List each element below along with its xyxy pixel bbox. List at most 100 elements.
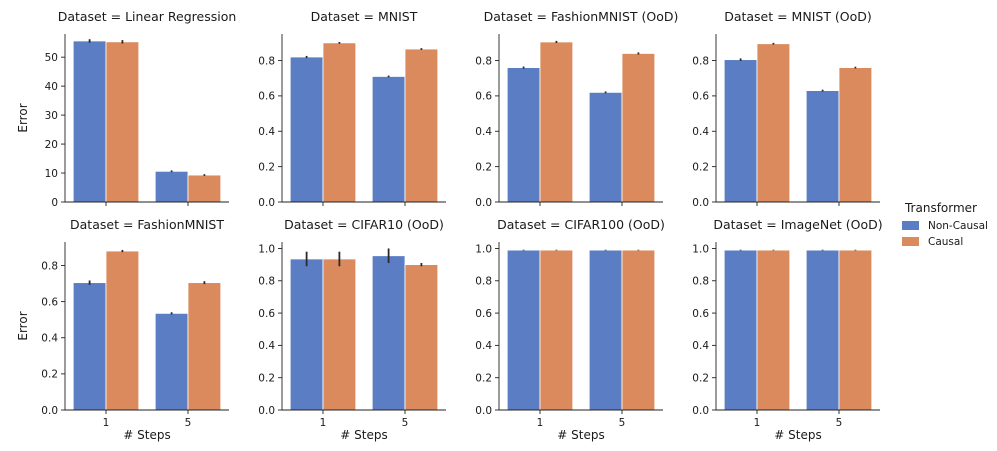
y-tick-label: 1.0 — [258, 243, 275, 255]
y-tick-label: 0.2 — [475, 161, 492, 173]
y-tick-label: 0.0 — [41, 405, 58, 417]
panel-5: Dataset = FashionMNIST 0.0 0.2 0.4 0.6 0.8 1 5 #… — [16, 217, 229, 442]
y-axis-label: Error — [16, 103, 30, 132]
chart-panels: Dataset = Linear Regression 0 10 20 30 40 50 Er… — [16, 9, 883, 442]
bar-causal-step-1 — [322, 42, 357, 203]
y-tick-label: 0.6 — [475, 308, 492, 320]
panel-title: Dataset = FashionMNIST (OoD) — [484, 9, 679, 24]
bar-causal-step-5 — [187, 174, 222, 203]
bar-non-causal-step-5 — [805, 249, 840, 411]
y-tick-label: 50 — [45, 52, 58, 64]
bar-non-causal-step-1 — [723, 249, 758, 411]
y-tick-label: 0.2 — [41, 369, 58, 381]
panel-4: Dataset = MNIST (OoD) 0.0 0.2 0.4 0.6 0.8 — [692, 9, 880, 209]
y-tick-label: 40 — [45, 81, 58, 93]
y-tick-label: 0.4 — [258, 340, 275, 352]
bar-non-causal-step-1 — [72, 40, 107, 203]
bar-causal-step-1 — [322, 258, 357, 411]
bar-causal-step-1 — [105, 250, 140, 411]
bar-causal-step-1 — [756, 249, 791, 411]
y-tick-label: 0.6 — [258, 91, 275, 103]
y-tick-label: 0.6 — [692, 308, 709, 320]
y-tick-label: 0.4 — [692, 126, 709, 138]
legend-label-causal: Causal — [928, 236, 963, 248]
panel-1: Dataset = Linear Regression 0 10 20 30 40 50 Er… — [16, 9, 236, 209]
y-tick-label: 0.0 — [258, 197, 275, 209]
y-tick-label: 0.4 — [41, 333, 58, 345]
x-tick-label: 5 — [185, 417, 192, 429]
panel-title: Dataset = CIFAR10 (OoD) — [284, 217, 444, 232]
bar-non-causal-step-1 — [289, 56, 324, 203]
y-tick-label: 0.4 — [475, 126, 492, 138]
y-tick-label: 0.0 — [475, 405, 492, 417]
x-axis-label: # Steps — [340, 428, 387, 442]
x-tick-label: 5 — [402, 417, 409, 429]
bar-non-causal-step-1 — [506, 249, 541, 411]
bar-causal-step-5 — [621, 249, 656, 411]
panel-title: Dataset = MNIST (OoD) — [724, 9, 872, 24]
y-tick-label: 0.0 — [475, 197, 492, 209]
panel-title: Dataset = Linear Regression — [58, 9, 237, 24]
x-tick-label: 1 — [537, 417, 544, 429]
x-tick-label: 5 — [836, 417, 843, 429]
x-axis-label: # Steps — [557, 428, 604, 442]
bar-causal-step-1 — [539, 41, 574, 203]
y-tick-label: 0.8 — [258, 276, 275, 288]
panel-3: Dataset = FashionMNIST (OoD) 0.0 0.2 0.4 0.6… — [475, 9, 678, 209]
bar-causal-step-5 — [838, 67, 873, 203]
y-tick-label: 0.2 — [692, 372, 709, 384]
y-tick-label: 0.8 — [475, 276, 492, 288]
bar-causal-step-1 — [105, 41, 140, 203]
legend-label-non-causal: Non-Causal — [928, 220, 988, 232]
y-axis-label: Error — [16, 311, 30, 340]
bar-non-causal-step-1 — [723, 59, 758, 203]
bar-non-causal-step-5 — [371, 255, 406, 411]
y-tick-label: 0.0 — [692, 197, 709, 209]
x-tick-label: 1 — [103, 417, 110, 429]
y-tick-label: 0.8 — [692, 55, 709, 67]
bar-non-causal-step-5 — [805, 90, 840, 203]
y-tick-label: 0 — [51, 197, 58, 209]
bar-non-causal-step-1 — [72, 282, 107, 411]
y-tick-label: 0.2 — [475, 372, 492, 384]
y-tick-label: 0.6 — [41, 296, 58, 308]
y-tick-label: 0.0 — [692, 405, 709, 417]
y-tick-label: 0.8 — [258, 55, 275, 67]
panel-8: Dataset = ImageNet (OoD) 0.0 0.2 0.4 0.6 0.8 1… — [692, 217, 882, 442]
x-axis-label: # Steps — [123, 428, 170, 442]
y-tick-label: 0.4 — [475, 340, 492, 352]
bar-causal-step-5 — [404, 264, 439, 411]
y-tick-label: 30 — [45, 110, 58, 122]
x-tick-label: 1 — [320, 417, 327, 429]
y-tick-label: 0.6 — [475, 91, 492, 103]
bar-causal-step-5 — [838, 249, 873, 411]
legend: Transformer Non-Causal Causal — [902, 201, 988, 248]
y-tick-label: 0.8 — [692, 276, 709, 288]
panel-title: Dataset = FashionMNIST — [70, 217, 224, 232]
x-tick-label: 5 — [619, 417, 626, 429]
x-tick-label: 1 — [754, 417, 761, 429]
y-tick-label: 1.0 — [692, 243, 709, 255]
bar-causal-step-5 — [404, 48, 439, 203]
bar-non-causal-step-5 — [371, 76, 406, 203]
legend-swatch-non-causal — [902, 221, 919, 230]
bar-causal-step-5 — [187, 282, 222, 411]
y-tick-label: 0.4 — [258, 126, 275, 138]
y-tick-label: 0.2 — [258, 372, 275, 384]
panel-2: Dataset = MNIST 0.0 0.2 0.4 0.6 0.8 — [258, 9, 446, 209]
bar-causal-step-1 — [756, 43, 791, 203]
bar-non-causal-step-5 — [154, 312, 189, 411]
bar-non-causal-step-5 — [154, 170, 189, 203]
panel-title: Dataset = CIFAR100 (OoD) — [497, 217, 665, 232]
bar-non-causal-step-5 — [588, 249, 623, 411]
y-tick-label: 20 — [45, 139, 58, 151]
bar-causal-step-1 — [539, 249, 574, 411]
y-tick-label: 1.0 — [475, 243, 492, 255]
y-tick-label: 0.6 — [258, 308, 275, 320]
y-tick-label: 0.2 — [258, 161, 275, 173]
panel-title: Dataset = MNIST — [311, 9, 418, 24]
bar-causal-step-5 — [621, 53, 656, 203]
y-tick-label: 10 — [45, 168, 58, 180]
legend-title: Transformer — [904, 201, 977, 215]
